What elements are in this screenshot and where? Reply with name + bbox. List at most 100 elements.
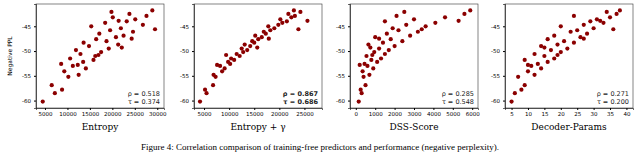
y-tick: -50: [180, 48, 194, 54]
point: [133, 17, 137, 21]
x-tick: 15000: [82, 108, 100, 117]
y-tick-label: -60: [491, 98, 500, 104]
x-tick: 2000: [388, 108, 402, 117]
point: [443, 15, 447, 19]
point: [268, 28, 272, 32]
y-tick: -55: [180, 73, 194, 79]
x-tick-label: 30000: [149, 111, 167, 117]
point: [121, 34, 125, 38]
y-tick-mark: [34, 101, 36, 102]
point: [526, 69, 530, 73]
point: [391, 26, 395, 30]
point: [408, 34, 412, 38]
point: [235, 52, 239, 56]
plot-frame: [350, 4, 478, 108]
x-tick-mark: [433, 108, 434, 110]
y-axis: -60-55-50-45: [491, 5, 505, 109]
point: [559, 50, 563, 54]
y-axis: -60-55-50-45: [22, 5, 36, 109]
point: [91, 58, 95, 62]
y-tick: -50: [22, 48, 36, 54]
x-axis-title: Entropy + γ: [230, 122, 285, 132]
point: [565, 46, 569, 50]
point: [588, 19, 592, 23]
x-tick: 5: [510, 108, 514, 117]
x-tick: 3000: [408, 108, 422, 117]
x-tick-mark: [304, 108, 305, 110]
x-tick: 35: [607, 108, 614, 117]
point: [103, 21, 107, 25]
point: [211, 73, 215, 77]
point: [582, 23, 586, 27]
x-tick-mark: [375, 108, 376, 110]
point: [267, 37, 271, 41]
point: [416, 30, 420, 34]
point: [41, 99, 45, 103]
x-tick: 40: [623, 108, 630, 117]
y-tick-label: -50: [22, 48, 31, 54]
y-tick: -55: [336, 73, 350, 79]
x-tick-mark: [112, 108, 113, 110]
point: [248, 44, 252, 48]
x-axis-line: [195, 109, 323, 111]
point: [150, 8, 154, 12]
y-tick-mark: [503, 51, 505, 52]
y-tick: -45: [336, 24, 350, 30]
point: [369, 58, 373, 62]
point: [245, 48, 249, 52]
y-axis: -60-55-50-45: [180, 5, 194, 109]
y-axis-line: [34, 5, 37, 109]
x-tick-mark: [610, 108, 611, 110]
x-tick-label: 0: [355, 111, 359, 117]
point: [240, 46, 244, 50]
point: [296, 27, 300, 31]
x-tick-label: 10: [525, 111, 532, 117]
point: [77, 73, 81, 77]
point: [519, 88, 523, 92]
y-tick: -50: [336, 48, 350, 54]
point: [229, 56, 233, 60]
point: [370, 53, 374, 57]
annotation: ρ = 0.285: [442, 90, 474, 98]
y-tick: -60: [491, 98, 505, 104]
y-tick-mark: [348, 101, 350, 102]
x-tick: 4000: [427, 108, 441, 117]
x-tick-mark: [512, 108, 513, 110]
point: [605, 10, 609, 14]
y-tick-label: -60: [22, 98, 31, 104]
point: [377, 46, 381, 50]
point: [109, 10, 113, 14]
annotation: τ = 0.686: [283, 98, 318, 106]
point: [549, 48, 553, 52]
point: [614, 12, 618, 16]
point: [298, 10, 302, 14]
point: [53, 91, 57, 95]
x-tick-mark: [90, 108, 91, 110]
caption: Figure 4: Correlation comparison of trai…: [141, 142, 499, 152]
x-tick-label: 25000: [127, 111, 145, 117]
point: [76, 63, 80, 67]
point: [559, 24, 563, 28]
y-axis-line: [503, 5, 506, 109]
annotation: ρ = 0.518: [128, 90, 160, 98]
point: [367, 73, 371, 77]
x-tick-mark: [594, 108, 595, 110]
point: [393, 44, 397, 48]
x-tick-mark: [229, 108, 230, 110]
point: [62, 69, 66, 73]
y-tick-label: -45: [491, 24, 500, 30]
y-tick-label: -55: [336, 73, 345, 79]
point: [363, 83, 367, 87]
panel: 0100020003000400050006000-60-55-50-45ρ =…: [336, 4, 480, 132]
x-tick: 25000: [127, 108, 145, 117]
x-tick-mark: [279, 108, 280, 110]
y-axis: -60-55-50-45: [336, 5, 350, 109]
point: [542, 54, 546, 58]
x-tick: 20000: [104, 108, 122, 117]
point: [215, 63, 219, 67]
x-tick-label: 3000: [408, 111, 422, 117]
x-tick-mark: [254, 108, 255, 110]
panel: 500010000150002000025000-60-55-50-45ρ = …: [180, 4, 322, 132]
x-tick-label: 5000: [38, 111, 52, 117]
point: [292, 8, 296, 12]
